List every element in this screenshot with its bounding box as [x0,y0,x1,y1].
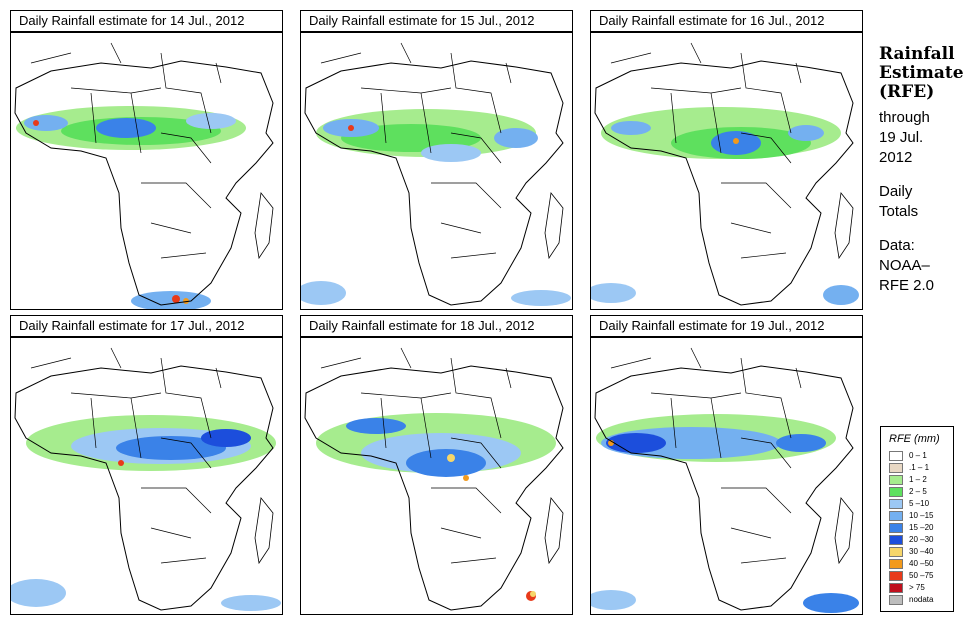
rainfall-panel-5: Daily Rainfall estimate for 18 Jul., 201… [300,315,573,615]
panel-title: Daily Rainfall estimate for 19 Jul., 201… [590,315,863,337]
legend-item: 50 –75 [889,571,949,581]
panel-title: Daily Rainfall estimate for 17 Jul., 201… [10,315,283,337]
legend-label: 10 –15 [909,511,934,520]
legend-item: 30 –40 [889,547,949,557]
panel-title: Daily Rainfall estimate for 15 Jul., 201… [300,10,573,32]
legend-label: > 75 [909,583,925,592]
legend-label: 40 –50 [909,559,934,568]
rainfall-field [591,107,859,305]
legend-swatch [889,535,903,545]
rainfall-field [301,109,571,306]
legend-swatch [889,547,903,557]
legend-item: > 75 [889,583,949,593]
rainfall-field [11,415,281,611]
panel-title: Daily Rainfall estimate for 16 Jul., 201… [590,10,863,32]
legend-item: 10 –15 [889,511,949,521]
africa-rainfall-map [590,337,863,615]
legend-swatch [889,595,903,605]
legend-swatch [889,475,903,485]
rainfall-field [16,106,246,309]
panel-title: Daily Rainfall estimate for 18 Jul., 201… [300,315,573,337]
title-line-3: (RFE) [879,82,935,102]
legend-item: 0 – 1 [889,451,949,461]
side-info: Rainfall Estimate (RFE) through 19 Jul. … [879,45,965,296]
rainfall-panel-4: Daily Rainfall estimate for 17 Jul., 201… [10,315,283,615]
totals-label: Totals [879,203,919,220]
legend-label: 20 –30 [909,535,934,544]
legend-label: 15 –20 [909,523,934,532]
legend-swatch [889,523,903,533]
legend-swatch [889,571,903,581]
legend-label: 5 –10 [909,499,930,508]
legend-item: 15 –20 [889,523,949,533]
africa-rainfall-map [590,32,863,310]
source-line-2: RFE 2.0 [879,277,935,294]
rainfall-panel-1: Daily Rainfall estimate for 14 Jul., 201… [10,10,283,310]
africa-rainfall-map [10,337,283,615]
rfe-legend: RFE (mm) 0 – 1 .1 – 1 1 – 2 2 – 5 5 –10 10 –1… [880,426,954,612]
panel-title: Daily Rainfall estimate for 14 Jul., 201… [10,10,283,32]
legend-label: 30 –40 [909,547,934,556]
rainfall-panel-3: Daily Rainfall estimate for 16 Jul., 201… [590,10,863,310]
rainfall-field [591,414,859,613]
africa-rainfall-map [300,32,573,310]
legend-swatch [889,583,903,593]
legend-item: nodata [889,595,949,605]
legend-label: 2 – 5 [909,487,927,496]
through-label: through [879,109,930,126]
daily-label: Daily [879,183,913,200]
legend-item: 40 –50 [889,559,949,569]
legend-label: nodata [909,595,934,604]
source-line-1: NOAA– [879,257,930,274]
legend-swatch [889,487,903,497]
legend-label: 0 – 1 [909,451,927,460]
africa-rainfall-map [10,32,283,310]
title-line-2: Estimate [879,63,964,83]
legend-label: .1 – 1 [909,463,930,472]
title-line-1: Rainfall [879,44,955,64]
legend-swatch [889,463,903,473]
africa-rainfall-map [300,337,573,615]
legend-label: 50 –75 [909,571,934,580]
legend-swatch [889,559,903,569]
legend-item: 2 – 5 [889,487,949,497]
date-line-2: 2012 [879,149,913,166]
rainfall-panel-2: Daily Rainfall estimate for 15 Jul., 201… [300,10,573,310]
legend-item: 1 – 2 [889,475,949,485]
rainfall-panel-6: Daily Rainfall estimate for 19 Jul., 201… [590,315,863,615]
legend-swatch [889,511,903,521]
legend-title: RFE (mm) [889,433,940,445]
legend-swatch [889,499,903,509]
legend-swatch [889,451,903,461]
date-line-1: 19 Jul. [879,129,924,146]
legend-label: 1 – 2 [909,475,927,484]
data-label: Data: [879,237,915,254]
legend-item: .1 – 1 [889,463,949,473]
legend-item: 20 –30 [889,535,949,545]
legend-item: 5 –10 [889,499,949,509]
